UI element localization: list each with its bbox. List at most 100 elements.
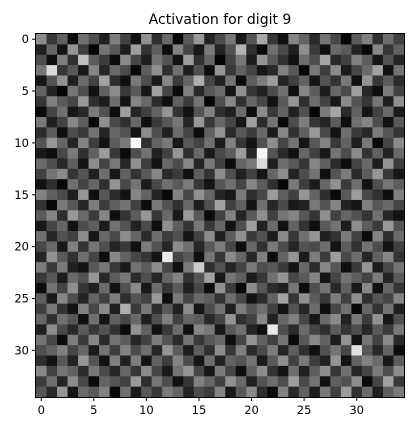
heatmap-cell	[109, 376, 121, 387]
heatmap-cell	[214, 127, 226, 139]
heatmap-cell	[298, 137, 310, 149]
heatmap-cell	[88, 148, 100, 159]
heatmap-cell	[162, 44, 174, 56]
heatmap-cell	[340, 127, 352, 139]
heatmap-cell	[109, 334, 121, 346]
heatmap-cell	[183, 75, 195, 87]
heatmap-cell	[78, 386, 89, 398]
heatmap-cell	[204, 376, 216, 387]
heatmap-cell	[78, 54, 89, 66]
heatmap-cell	[99, 376, 110, 387]
heatmap-cell	[99, 65, 110, 76]
heatmap-cell	[361, 199, 373, 211]
heatmap-cell	[57, 324, 68, 336]
heatmap-cell	[319, 210, 331, 222]
heatmap-cell	[351, 106, 363, 118]
heatmap-cell	[214, 251, 226, 263]
heatmap-cell	[319, 96, 331, 107]
heatmap-cell	[99, 210, 110, 222]
heatmap-cell	[372, 148, 384, 159]
heatmap-cell	[67, 251, 79, 263]
heatmap-cell	[214, 376, 226, 387]
heatmap-cell	[46, 116, 58, 128]
heatmap-cell	[267, 168, 279, 180]
heatmap-cell	[67, 324, 79, 336]
heatmap-cell	[193, 314, 205, 325]
heatmap-cell	[57, 189, 68, 201]
heatmap-cell	[130, 65, 142, 76]
heatmap-cell	[298, 189, 310, 201]
heatmap-cell	[351, 96, 363, 107]
heatmap-cell	[267, 116, 279, 128]
heatmap-cell	[351, 34, 363, 45]
heatmap-cell	[256, 272, 268, 284]
heatmap-cell	[267, 272, 279, 284]
heatmap-cell	[172, 241, 184, 253]
heatmap-cell	[214, 137, 226, 149]
heatmap-cell	[183, 148, 195, 159]
heatmap-cell	[183, 189, 195, 201]
heatmap-cell	[46, 386, 58, 398]
heatmap-cell	[309, 241, 321, 253]
heatmap-cell	[130, 345, 142, 356]
heatmap-cell	[88, 54, 100, 66]
heatmap-cell	[78, 210, 89, 222]
heatmap-cell	[172, 106, 184, 118]
heatmap-cell	[277, 293, 289, 305]
heatmap-cell	[340, 179, 352, 190]
heatmap-cell	[99, 262, 110, 273]
heatmap-cell	[225, 96, 237, 107]
heatmap-cell	[235, 334, 247, 346]
heatmap-cell	[36, 324, 47, 336]
heatmap-cell	[193, 34, 205, 45]
heatmap-cell	[193, 282, 205, 294]
heatmap-cell	[340, 314, 352, 325]
heatmap-cell	[78, 314, 89, 325]
heatmap-cell	[99, 355, 110, 367]
heatmap-cell	[46, 179, 58, 190]
heatmap-cell	[246, 210, 258, 222]
heatmap-cell	[351, 127, 363, 139]
heatmap-cell	[183, 220, 195, 232]
heatmap-cell	[340, 54, 352, 66]
heatmap-cell	[162, 324, 174, 336]
heatmap-cell	[46, 220, 58, 232]
heatmap-cell	[340, 189, 352, 201]
heatmap-cell	[120, 314, 131, 325]
heatmap-cell	[361, 44, 373, 56]
heatmap-cell	[204, 314, 216, 325]
heatmap-cell	[130, 272, 142, 284]
heatmap-cell	[120, 231, 131, 242]
heatmap-cell	[172, 54, 184, 66]
heatmap-cell	[340, 334, 352, 346]
heatmap-cell	[214, 241, 226, 253]
heatmap-cell	[162, 231, 174, 242]
heatmap-cell	[372, 262, 384, 273]
heatmap-cell	[120, 106, 131, 118]
heatmap-cell	[235, 365, 247, 377]
heatmap-cell	[309, 386, 321, 398]
heatmap-cell	[298, 34, 310, 45]
heatmap-cell	[340, 272, 352, 284]
heatmap-cell	[382, 324, 394, 336]
heatmap-cell	[246, 158, 258, 170]
heatmap-cell	[57, 303, 68, 315]
heatmap-cell	[172, 44, 184, 56]
heatmap-cell	[288, 355, 300, 367]
heatmap-cell	[36, 116, 47, 128]
heatmap-cell	[193, 262, 205, 273]
heatmap-cell	[361, 137, 373, 149]
heatmap-cell	[99, 282, 110, 294]
heatmap-cell	[309, 334, 321, 346]
heatmap-cell	[78, 106, 89, 118]
heatmap-cell	[246, 324, 258, 336]
heatmap-cell	[372, 199, 384, 211]
heatmap-cell	[288, 324, 300, 336]
heatmap-cell	[214, 365, 226, 377]
heatmap-cell	[225, 386, 237, 398]
heatmap-cell	[319, 158, 331, 170]
heatmap-cell	[193, 303, 205, 315]
heatmap-cell	[382, 303, 394, 315]
heatmap-cell	[214, 210, 226, 222]
heatmap-cell	[36, 179, 47, 190]
